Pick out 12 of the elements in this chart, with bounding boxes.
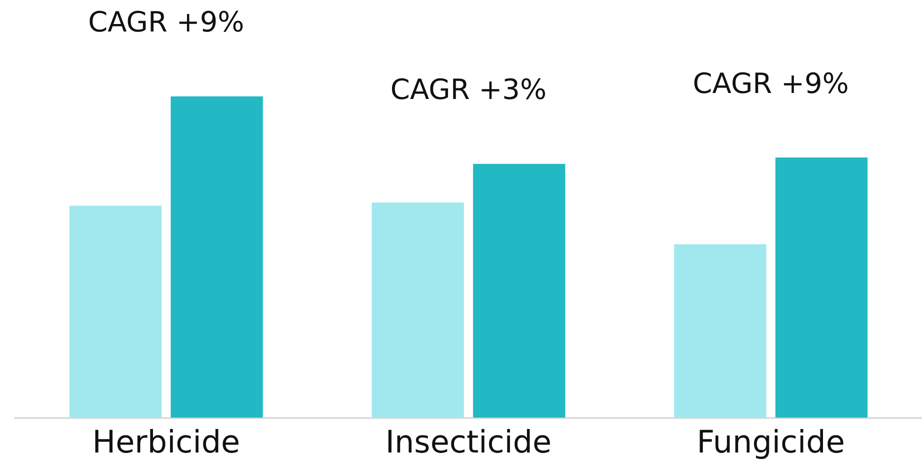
bar <box>674 244 766 418</box>
text: CAGR +9% <box>88 6 244 39</box>
annotation: CAGR +9% <box>692 66 849 100</box>
annotation: CAGR +3% <box>390 73 547 106</box>
bar <box>170 96 263 418</box>
bar <box>69 206 162 418</box>
x-tick-label: Herbicide <box>92 424 240 460</box>
bar <box>775 157 868 418</box>
bar <box>372 202 464 418</box>
x-tick-label: Insecticide <box>385 424 552 460</box>
bar <box>473 164 566 418</box>
x-tick-label: Fungicide <box>696 424 845 460</box>
